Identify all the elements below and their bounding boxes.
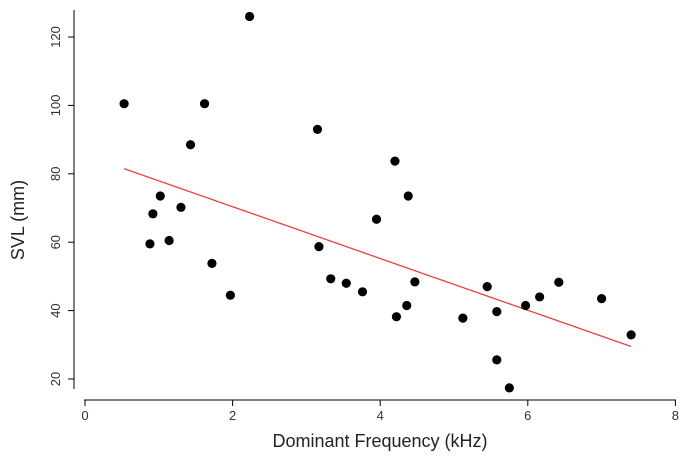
data-point <box>341 278 351 288</box>
data-point <box>185 140 196 150</box>
points-group <box>119 11 636 393</box>
data-point <box>458 313 468 323</box>
x-tick-label: 4 <box>377 408 384 423</box>
data-point <box>357 287 368 297</box>
data-point <box>482 282 492 292</box>
data-point <box>554 277 564 287</box>
data-point <box>492 355 502 365</box>
x-axis-title: Dominant Frequency (kHz) <box>272 431 487 451</box>
regression-line <box>123 168 632 348</box>
data-point <box>410 277 420 287</box>
data-point <box>225 290 235 300</box>
data-point <box>314 242 324 252</box>
data-point <box>148 209 158 219</box>
x-ticks: 0 2 4 6 8 <box>81 400 679 423</box>
y-tick-label: 100 <box>48 95 63 117</box>
data-point <box>244 11 255 22</box>
data-point <box>199 99 210 109</box>
data-point <box>326 274 336 284</box>
x-tick-label: 6 <box>524 408 531 423</box>
x-tick-label: 2 <box>229 408 236 423</box>
data-point <box>164 235 174 246</box>
y-tick-label: 120 <box>48 26 63 48</box>
y-tick-label: 20 <box>48 372 63 386</box>
data-point <box>402 300 412 311</box>
data-point <box>312 124 323 134</box>
data-point <box>176 202 186 212</box>
data-point <box>155 191 165 201</box>
fit-line-group <box>123 168 632 348</box>
axes <box>73 10 676 401</box>
data-point <box>520 300 531 311</box>
y-tick-label: 40 <box>48 303 63 317</box>
data-point <box>403 191 413 201</box>
data-point <box>145 239 155 249</box>
data-point <box>492 307 502 317</box>
data-point <box>597 294 607 304</box>
y-tick-label: 80 <box>48 167 63 181</box>
x-tick-label: 0 <box>81 408 88 423</box>
data-point <box>390 156 400 166</box>
data-point <box>119 99 129 109</box>
data-point <box>391 312 402 322</box>
y-axis-title: SVL (mm) <box>8 180 28 260</box>
x-tick-label: 8 <box>672 408 679 423</box>
data-point <box>207 258 217 269</box>
data-point <box>371 214 382 224</box>
y-tick-label: 60 <box>48 235 63 249</box>
data-point <box>626 330 636 340</box>
data-point <box>504 383 514 393</box>
data-point <box>535 292 545 302</box>
y-ticks: 20 40 60 80 100 120 <box>48 26 74 386</box>
